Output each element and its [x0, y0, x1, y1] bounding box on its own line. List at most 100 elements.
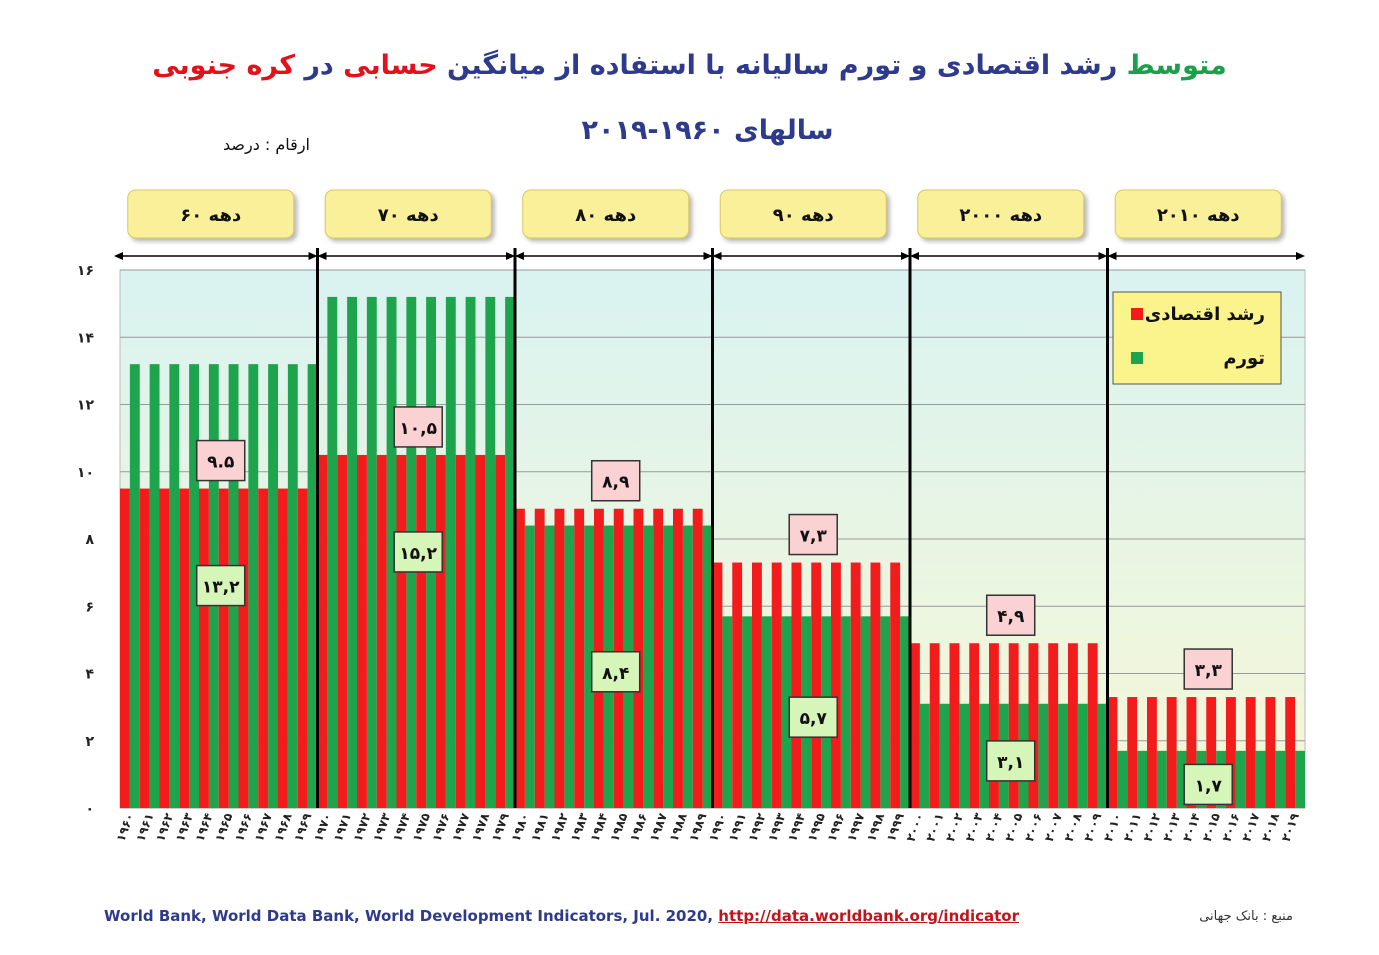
bar-growth — [831, 562, 841, 808]
bar-inflation — [584, 525, 594, 808]
source-link[interactable]: http://data.worldbank.org/indicator — [718, 907, 1020, 925]
bar-growth — [554, 508, 565, 808]
bar-growth — [1048, 643, 1059, 808]
bar-growth — [910, 643, 920, 808]
bar-growth — [1147, 697, 1157, 808]
bar-inflation — [248, 364, 259, 808]
bar-inflation — [702, 525, 713, 808]
bar-growth — [969, 643, 980, 808]
bar-inflation — [742, 616, 752, 808]
growth-value-label-box — [195, 439, 246, 482]
decade-header-label: دهه ۶۰ — [180, 205, 241, 226]
bar-inflation — [919, 703, 930, 808]
bar-growth — [673, 508, 683, 808]
bar-inflation — [287, 364, 298, 808]
bar-growth — [515, 508, 525, 808]
bar-inflation — [485, 296, 496, 808]
decade-header-label: دهه ۸۰ — [575, 205, 636, 226]
inflation-value-label-box — [788, 696, 838, 738]
bar-growth — [653, 508, 664, 808]
arrow-head-right — [901, 252, 910, 260]
bar-inflation — [761, 616, 772, 808]
y-tick-label: ۸ — [85, 532, 94, 548]
bar-growth — [1107, 697, 1118, 808]
decade-header-box — [127, 189, 295, 239]
y-tick-label: ۱۰ — [77, 465, 94, 481]
bar-growth — [1186, 697, 1197, 808]
source-note: منبع : بانک جهانی — [1199, 909, 1293, 924]
bar-inflation — [1156, 750, 1167, 808]
title-part-0: متوسط — [1126, 50, 1227, 81]
bar-inflation — [327, 296, 338, 808]
inflation-value-label: ۱,۷ — [1195, 776, 1223, 796]
title-part-2: حسابی — [343, 50, 438, 81]
bar-inflation — [129, 364, 140, 808]
bar-inflation — [189, 364, 199, 808]
bar-growth — [1285, 697, 1296, 808]
bar-inflation — [366, 296, 377, 808]
bar-inflation — [564, 525, 575, 808]
bar-inflation — [860, 616, 871, 808]
bar-growth — [317, 454, 328, 808]
bar-growth — [337, 454, 348, 808]
bar-growth — [1008, 643, 1019, 808]
bar-growth — [238, 488, 249, 808]
bar-inflation — [880, 616, 891, 808]
decade-header-label: دهه ۲۰۰۰ — [959, 205, 1042, 226]
bar-growth — [752, 562, 762, 808]
bar-inflation — [544, 525, 555, 808]
chart-title: متوسط رشد اقتصادی و تورم سالیانه با استف… — [0, 50, 1379, 81]
bar-growth — [475, 454, 486, 808]
inflation-value-label: ۱۵,۲ — [399, 544, 437, 564]
bar-growth — [455, 454, 466, 808]
growth-value-label: ۳,۳ — [1195, 661, 1223, 681]
bar-inflation — [979, 703, 989, 808]
bar-inflation — [1176, 750, 1187, 808]
bar-growth — [199, 488, 209, 808]
bar-growth — [732, 562, 743, 808]
bar-inflation — [1058, 703, 1068, 808]
bar-growth — [396, 454, 407, 808]
bar-growth — [1166, 697, 1177, 808]
decade-header-label: دهه ۷۰ — [378, 205, 439, 226]
decade-header-box — [917, 189, 1085, 239]
bar-growth — [139, 488, 150, 808]
bar-growth — [989, 643, 999, 808]
inflation-value-label-box — [195, 564, 246, 607]
growth-value-label-box — [985, 594, 1036, 636]
y-tick-label: ۱۴ — [77, 330, 95, 346]
bar-growth — [811, 562, 822, 808]
inflation-value-label-box — [590, 651, 641, 693]
decade-header-label: دهه ۲۰۱۰ — [1157, 205, 1240, 226]
growth-value-label: ۸,۹ — [602, 473, 630, 493]
growth-value-label-box — [590, 459, 641, 502]
bar-inflation — [445, 296, 456, 808]
bar-growth — [1226, 697, 1236, 808]
bar-growth — [1087, 643, 1098, 808]
inflation-value-label: ۵,۷ — [800, 709, 828, 729]
title-part-4: کره جنوبی — [152, 50, 295, 81]
bar-inflation — [1137, 750, 1147, 808]
bar-inflation — [781, 616, 792, 808]
bar-growth — [120, 488, 130, 808]
bar-inflation — [1038, 703, 1049, 808]
inflation-value-label: ۱۳,۲ — [202, 578, 240, 598]
legend-label: تورم — [1223, 348, 1265, 369]
inflation-value-label: ۳,۱ — [997, 753, 1024, 773]
bar-inflation — [900, 616, 910, 808]
arrow-head-right — [1098, 252, 1108, 260]
decade-header-box — [719, 189, 887, 239]
bar-growth — [712, 562, 723, 808]
bar-inflation — [465, 296, 476, 808]
bar-inflation — [959, 703, 970, 808]
arrow-head-left — [910, 252, 919, 260]
bar-growth — [357, 454, 367, 808]
growth-value-label: ۴,۹ — [997, 607, 1025, 627]
bar-growth — [1206, 697, 1217, 808]
growth-value-label: ۹.۵ — [207, 453, 234, 473]
bar-inflation — [307, 364, 318, 808]
bar-growth — [278, 488, 288, 808]
bar-growth — [416, 454, 427, 808]
arrow-head-left — [515, 252, 524, 260]
